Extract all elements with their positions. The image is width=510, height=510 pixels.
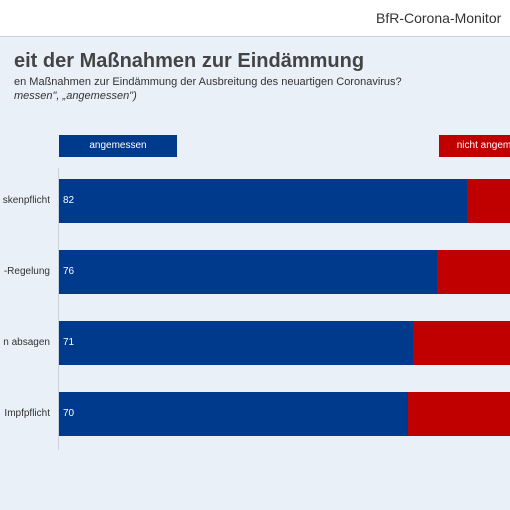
legend-angemessen: angemessen <box>59 135 177 157</box>
bar-angemessen <box>59 179 468 223</box>
bar-nicht-angemessen <box>437 250 510 294</box>
brand-label: BfR-Corona-Monitor <box>376 10 502 26</box>
bar-value-label: 71 <box>63 337 75 348</box>
y-axis-line <box>58 168 59 450</box>
bar-nicht-angemessen <box>407 392 510 436</box>
category-label: -Regelung <box>3 266 50 277</box>
legend-nicht-angemessen: nicht angem <box>439 135 510 157</box>
chart-answer-options: messen", „angemessen") <box>14 90 137 102</box>
bar-angemessen <box>59 321 413 365</box>
bar-value-label: 70 <box>63 408 75 419</box>
bar-angemessen <box>59 250 438 294</box>
bar-angemessen <box>59 392 408 436</box>
category-label: Impfpflicht <box>4 408 50 419</box>
bar-value-label: 76 <box>63 266 75 277</box>
bar-value-label: 82 <box>63 195 75 206</box>
bar-nicht-angemessen <box>412 321 510 365</box>
bar-nicht-angemessen <box>467 179 510 223</box>
top-bar: BfR-Corona-Monitor <box>0 0 510 37</box>
category-label: n absagen <box>3 337 50 348</box>
chart-title: eit der Maßnahmen zur Eindämmung <box>14 50 365 72</box>
chart-subtitle: en Maßnahmen zur Eindämmung der Ausbreit… <box>14 76 402 88</box>
category-label: skenpflicht <box>2 195 50 206</box>
